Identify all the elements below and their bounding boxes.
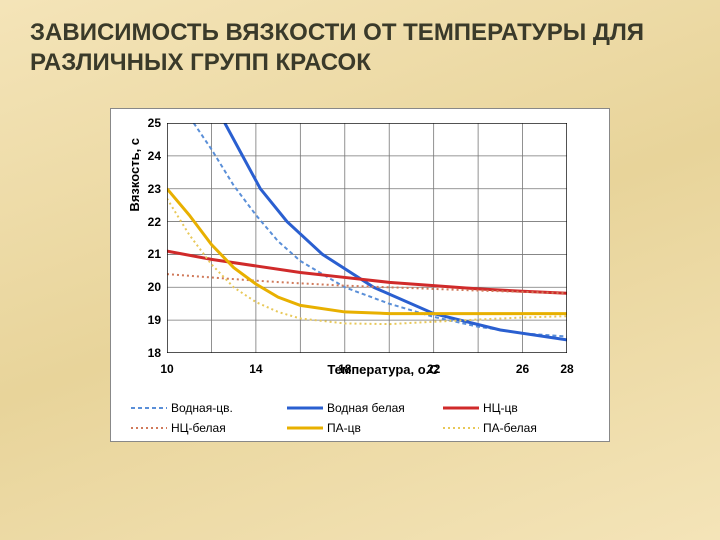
legend-item-pa_cv: ПА-цв <box>287 421 443 435</box>
y-tick: 20 <box>148 280 167 294</box>
legend-item-vodnaya_cv: Водная-цв. <box>131 401 287 415</box>
legend-label: НЦ-белая <box>171 421 226 435</box>
x-tick: 26 <box>516 358 529 376</box>
chart-svg <box>167 123 567 353</box>
slide: ЗАВИСИМОСТЬ ВЯЗКОСТИ ОТ ТЕМПЕРАТУРЫ ДЛЯ … <box>0 0 720 540</box>
legend: Водная-цв. Водная белая НЦ-цв НЦ-белая ПА-цв… <box>131 401 599 435</box>
legend-label: Водная-цв. <box>171 401 233 415</box>
y-tick: 22 <box>148 215 167 229</box>
legend-swatch <box>443 423 479 433</box>
x-tick: 18 <box>338 358 351 376</box>
x-axis-label: Температура, о.С <box>167 362 599 377</box>
x-tick: 10 <box>160 358 173 376</box>
legend-label: НЦ-цв <box>483 401 518 415</box>
x-tick: 14 <box>249 358 262 376</box>
legend-item-pa_belaya: ПА-белая <box>443 421 599 435</box>
y-tick: 24 <box>148 149 167 163</box>
y-tick: 19 <box>148 313 167 327</box>
legend-label: ПА-белая <box>483 421 537 435</box>
chart-container: Вязкость, с 1819202122232425 10141822262… <box>110 108 610 442</box>
plot-area: Вязкость, с 1819202122232425 10141822262… <box>167 123 599 358</box>
legend-item-vodnaya_belaya: Водная белая <box>287 401 443 415</box>
legend-label: Водная белая <box>327 401 405 415</box>
x-tick: 28 <box>560 358 573 376</box>
legend-item-nc_belaya: НЦ-белая <box>131 421 287 435</box>
legend-item-nc_cv: НЦ-цв <box>443 401 599 415</box>
legend-swatch <box>131 423 167 433</box>
legend-label: ПА-цв <box>327 421 361 435</box>
legend-swatch <box>287 403 323 413</box>
y-tick: 21 <box>148 247 167 261</box>
y-tick: 23 <box>148 182 167 196</box>
x-tick: 22 <box>427 358 440 376</box>
legend-swatch <box>443 403 479 413</box>
legend-swatch <box>131 403 167 413</box>
slide-title: ЗАВИСИМОСТЬ ВЯЗКОСТИ ОТ ТЕМПЕРАТУРЫ ДЛЯ … <box>30 18 690 78</box>
y-tick: 25 <box>148 116 167 130</box>
y-axis-label: Вязкость, с <box>127 137 142 211</box>
legend-swatch <box>287 423 323 433</box>
